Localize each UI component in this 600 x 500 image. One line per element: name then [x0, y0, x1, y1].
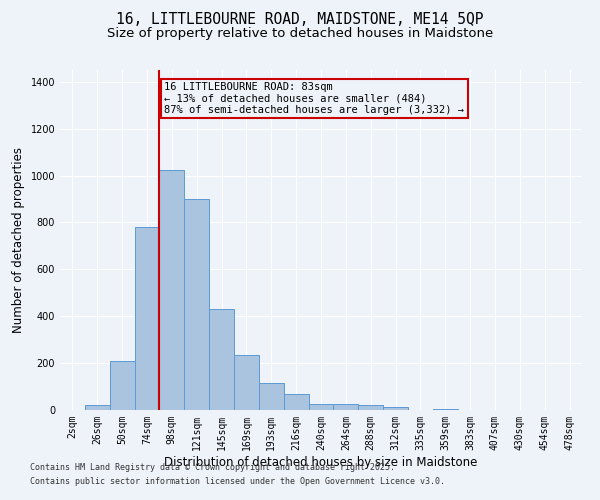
Bar: [308, 404, 334, 410]
X-axis label: Distribution of detached houses by size in Maidstone: Distribution of detached houses by size …: [164, 456, 478, 468]
Bar: [433, 409, 458, 410]
Bar: [134, 227, 160, 410]
Y-axis label: Number of detached properties: Number of detached properties: [12, 147, 25, 333]
Bar: [358, 406, 383, 410]
Bar: [184, 199, 209, 410]
Text: 16 LITTLEBOURNE ROAD: 83sqm
← 13% of detached houses are smaller (484)
87% of se: 16 LITTLEBOURNE ROAD: 83sqm ← 13% of det…: [164, 82, 464, 115]
Bar: [334, 404, 358, 410]
Text: 16, LITTLEBOURNE ROAD, MAIDSTONE, ME14 5QP: 16, LITTLEBOURNE ROAD, MAIDSTONE, ME14 5…: [116, 12, 484, 28]
Bar: [110, 361, 134, 410]
Bar: [209, 309, 234, 410]
Bar: [160, 170, 184, 410]
Text: Size of property relative to detached houses in Maidstone: Size of property relative to detached ho…: [107, 28, 493, 40]
Text: Contains public sector information licensed under the Open Government Licence v3: Contains public sector information licen…: [30, 477, 445, 486]
Bar: [259, 383, 284, 410]
Bar: [284, 394, 308, 410]
Text: Contains HM Land Registry data © Crown copyright and database right 2025.: Contains HM Land Registry data © Crown c…: [30, 464, 395, 472]
Bar: [234, 355, 259, 410]
Bar: [383, 407, 408, 410]
Bar: [85, 406, 110, 410]
